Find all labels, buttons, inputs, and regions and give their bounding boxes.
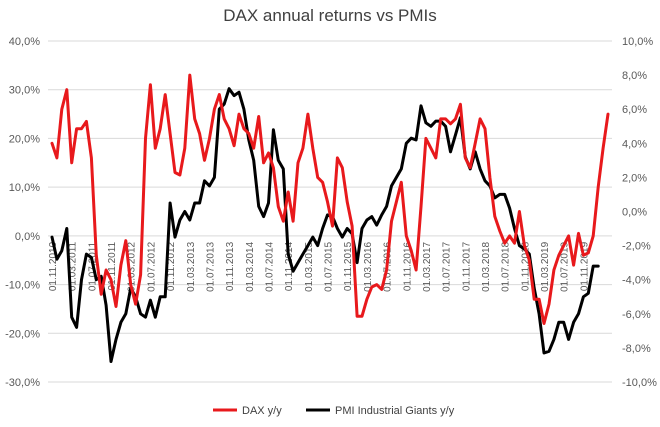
x-tick-label: 01.11.2019 (579, 241, 590, 291)
left-tick-label: 30,0% (9, 85, 40, 97)
x-tick-label: 01.11.2014 (284, 241, 295, 291)
left-tick-label: 40,0% (9, 36, 40, 48)
x-tick-label: 01.07.2018 (501, 241, 512, 291)
right-tick-label: 8,0% (622, 70, 647, 82)
x-tick-label: 01.11.2015 (343, 241, 354, 291)
legend-label-pmi: PMI Industrial Giants y/y (335, 405, 455, 417)
x-axis: 01.11.2010 01.03.2011 01.07.2011 01.11.2011… (48, 241, 590, 291)
x-tick-label: 01.07.2013 (205, 241, 216, 291)
grid (48, 40, 612, 383)
x-tick-label: 01.03.2011 (68, 241, 79, 291)
left-y-axis: 40,0% 30,0% 20,0% 10,0% 0,0% -10,0% -20,0% -30,… (5, 36, 40, 389)
x-tick-label: 01.03.2016 (363, 241, 374, 291)
legend: DAX y/y PMI Industrial Giants y/y (213, 405, 455, 417)
x-tick-label: 01.07.2019 (560, 241, 571, 291)
left-tick-label: -10,0% (5, 280, 40, 292)
x-tick-label: 01.03.2012 (127, 241, 138, 291)
right-tick-label: -10,0% (622, 377, 657, 389)
right-tick-label: -8,0% (622, 343, 651, 355)
x-tick-label: 01.11.2010 (48, 241, 59, 291)
right-y-axis: 10,0% 8,0% 6,0% 4,0% 2,0% 0,0% -2,0% -4,0% -6,0%… (622, 36, 657, 389)
x-tick-label: 01.03.2015 (304, 241, 315, 291)
right-tick-label: -4,0% (622, 275, 651, 287)
right-tick-label: 2,0% (622, 172, 647, 184)
left-tick-label: 0,0% (15, 231, 40, 243)
x-tick-label: 01.11.2018 (520, 241, 531, 291)
x-tick-label: 01.03.2013 (186, 241, 197, 291)
x-tick-label: 01.11.2016 (402, 241, 413, 291)
right-tick-label: 0,0% (622, 207, 647, 219)
x-tick-label: 01.11.2017 (461, 241, 472, 291)
x-tick-label: 01.07.2014 (264, 241, 275, 291)
series-layer (50, 73, 610, 363)
x-tick-label: 01.07.2017 (442, 241, 453, 291)
x-tick-label: 01.11.2013 (225, 241, 236, 291)
x-tick-label: 01.07.2012 (146, 241, 157, 291)
right-tick-label: -2,0% (622, 241, 651, 253)
left-tick-label: -20,0% (5, 328, 40, 340)
right-tick-label: 10,0% (622, 36, 653, 48)
pmi-series-line (50, 87, 600, 363)
x-tick-label: 01.03.2019 (540, 241, 551, 291)
chart-title: DAX annual returns vs PMIs (223, 6, 437, 25)
x-tick-label: 01.03.2018 (481, 241, 492, 291)
left-tick-label: 20,0% (9, 133, 40, 145)
left-tick-label: -30,0% (5, 377, 40, 389)
x-tick-label: 01.03.2014 (245, 241, 256, 291)
right-tick-label: 6,0% (622, 104, 647, 116)
right-tick-label: 4,0% (622, 138, 647, 150)
legend-label-dax: DAX y/y (242, 405, 282, 417)
x-tick-label: 01.11.2012 (166, 241, 177, 291)
x-tick-label: 01.07.2015 (324, 241, 335, 291)
left-tick-label: 10,0% (9, 182, 40, 194)
right-tick-label: -6,0% (622, 309, 651, 321)
dax-series-line (50, 73, 610, 325)
x-tick-label: 01.03.2017 (422, 241, 433, 291)
x-tick-label: 01.11.2011 (107, 241, 118, 290)
